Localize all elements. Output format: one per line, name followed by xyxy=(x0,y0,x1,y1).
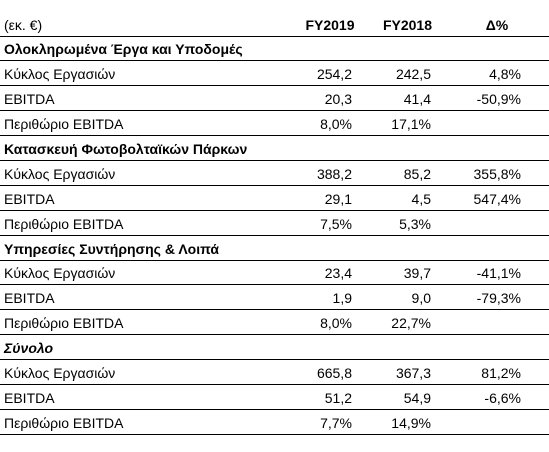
cell-value: 7,5% xyxy=(290,210,370,236)
row-label: Περιθώριο EBITDA xyxy=(0,409,290,435)
cell-value xyxy=(445,409,549,435)
cell-value: 355,8% xyxy=(445,160,549,186)
row-label: Περιθώριο EBITDA xyxy=(0,309,290,336)
cell-value: -41,1% xyxy=(445,260,549,286)
section-row: Υπηρεσίες Συντήρησης & Λοιπά xyxy=(0,235,549,261)
section-row: Κατασκευή Φωτοβολταϊκών Πάρκων xyxy=(0,135,549,161)
cell-value: 23,4 xyxy=(290,260,370,286)
cell-value: 85,2 xyxy=(370,160,445,186)
cell-value: 4,8% xyxy=(445,60,549,87)
data-row: Περιθώριο EBITDA 8,0% 22,7% xyxy=(0,309,549,336)
data-row: Περιθώριο EBITDA 7,7% 14,9% xyxy=(0,409,549,435)
row-label: Κύκλος Εργασιών xyxy=(0,160,290,186)
cell-value: 17,1% xyxy=(370,110,445,137)
cell-value: 22,7% xyxy=(370,309,445,336)
cell-value: 14,9% xyxy=(370,409,445,435)
cell-value: -6,6% xyxy=(445,384,549,410)
data-row: EBITDA 51,2 54,9 -6,6% xyxy=(0,384,549,410)
section-title: Σύνολο xyxy=(0,334,549,361)
header-row: (εκ. €) FY2019 FY2018 Δ% xyxy=(0,0,549,37)
cell-value: 29,1 xyxy=(290,185,370,211)
cell-value xyxy=(445,210,549,236)
data-row: Κύκλος Εργασιών 254,2 242,5 4,8% xyxy=(0,60,549,87)
row-label: Περιθώριο EBITDA xyxy=(0,110,290,137)
cell-value: 5,3% xyxy=(370,210,445,236)
cell-value: 4,5 xyxy=(370,185,445,211)
row-label: EBITDA xyxy=(0,85,290,112)
cell-value: 54,9 xyxy=(370,384,445,410)
financial-table: (εκ. €) FY2019 FY2018 Δ% Ολοκληρωμένα Έργα κ… xyxy=(0,0,549,435)
data-row: EBITDA 29,1 4,5 547,4% xyxy=(0,185,549,211)
cell-value: 39,7 xyxy=(370,260,445,286)
data-row: Περιθώριο EBITDA 7,5% 5,3% xyxy=(0,210,549,236)
cell-value xyxy=(445,110,549,137)
section-row: Σύνολο xyxy=(0,334,549,361)
cell-value: 8,0% xyxy=(290,110,370,137)
cell-value: 9,0 xyxy=(370,284,445,311)
section-title: Ολοκληρωμένα Έργα και Υποδομές xyxy=(0,36,549,62)
cell-value: -79,3% xyxy=(445,284,549,311)
data-row: Κύκλος Εργασιών 665,8 367,3 81,2% xyxy=(0,359,549,385)
section-title: Υπηρεσίες Συντήρησης & Λοιπά xyxy=(0,235,549,261)
cell-value: 20,3 xyxy=(290,85,370,112)
cell-value: 388,2 xyxy=(290,160,370,186)
row-label: EBITDA xyxy=(0,185,290,211)
data-row: Κύκλος Εργασιών 23,4 39,7 -41,1% xyxy=(0,260,549,286)
cell-value: 7,7% xyxy=(290,409,370,435)
cell-value: 51,2 xyxy=(290,384,370,410)
section-title: Κατασκευή Φωτοβολταϊκών Πάρκων xyxy=(0,135,549,161)
cell-value: 547,4% xyxy=(445,185,549,211)
cell-value: 8,0% xyxy=(290,309,370,336)
data-row: EBITDA 20,3 41,4 -50,9% xyxy=(0,85,549,112)
cell-value: 1,9 xyxy=(290,284,370,311)
cell-value: 41,4 xyxy=(370,85,445,112)
data-row: Κύκλος Εργασιών 388,2 85,2 355,8% xyxy=(0,160,549,186)
section-row: Ολοκληρωμένα Έργα και Υποδομές xyxy=(0,36,549,62)
cell-value: FY2018 xyxy=(370,0,445,37)
cell-value: 254,2 xyxy=(290,60,370,87)
cell-value: Δ% xyxy=(445,0,549,37)
cell-value: FY2019 xyxy=(290,0,370,37)
data-row: EBITDA 1,9 9,0 -79,3% xyxy=(0,284,549,311)
row-label: Κύκλος Εργασιών xyxy=(0,260,290,286)
row-label: EBITDA xyxy=(0,284,290,311)
row-label: Περιθώριο EBITDA xyxy=(0,210,290,236)
table-body: (εκ. €) FY2019 FY2018 Δ% Ολοκληρωμένα Έργα κ… xyxy=(0,0,549,435)
cell-value: 81,2% xyxy=(445,359,549,385)
data-row: Περιθώριο EBITDA 8,0% 17,1% xyxy=(0,110,549,137)
row-label: EBITDA xyxy=(0,384,290,410)
row-label: (εκ. €) xyxy=(0,0,290,37)
cell-value: 367,3 xyxy=(370,359,445,385)
row-label: Κύκλος Εργασιών xyxy=(0,359,290,385)
cell-value: 242,5 xyxy=(370,60,445,87)
cell-value xyxy=(445,309,549,336)
cell-value: -50,9% xyxy=(445,85,549,112)
cell-value: 665,8 xyxy=(290,359,370,385)
row-label: Κύκλος Εργασιών xyxy=(0,60,290,87)
